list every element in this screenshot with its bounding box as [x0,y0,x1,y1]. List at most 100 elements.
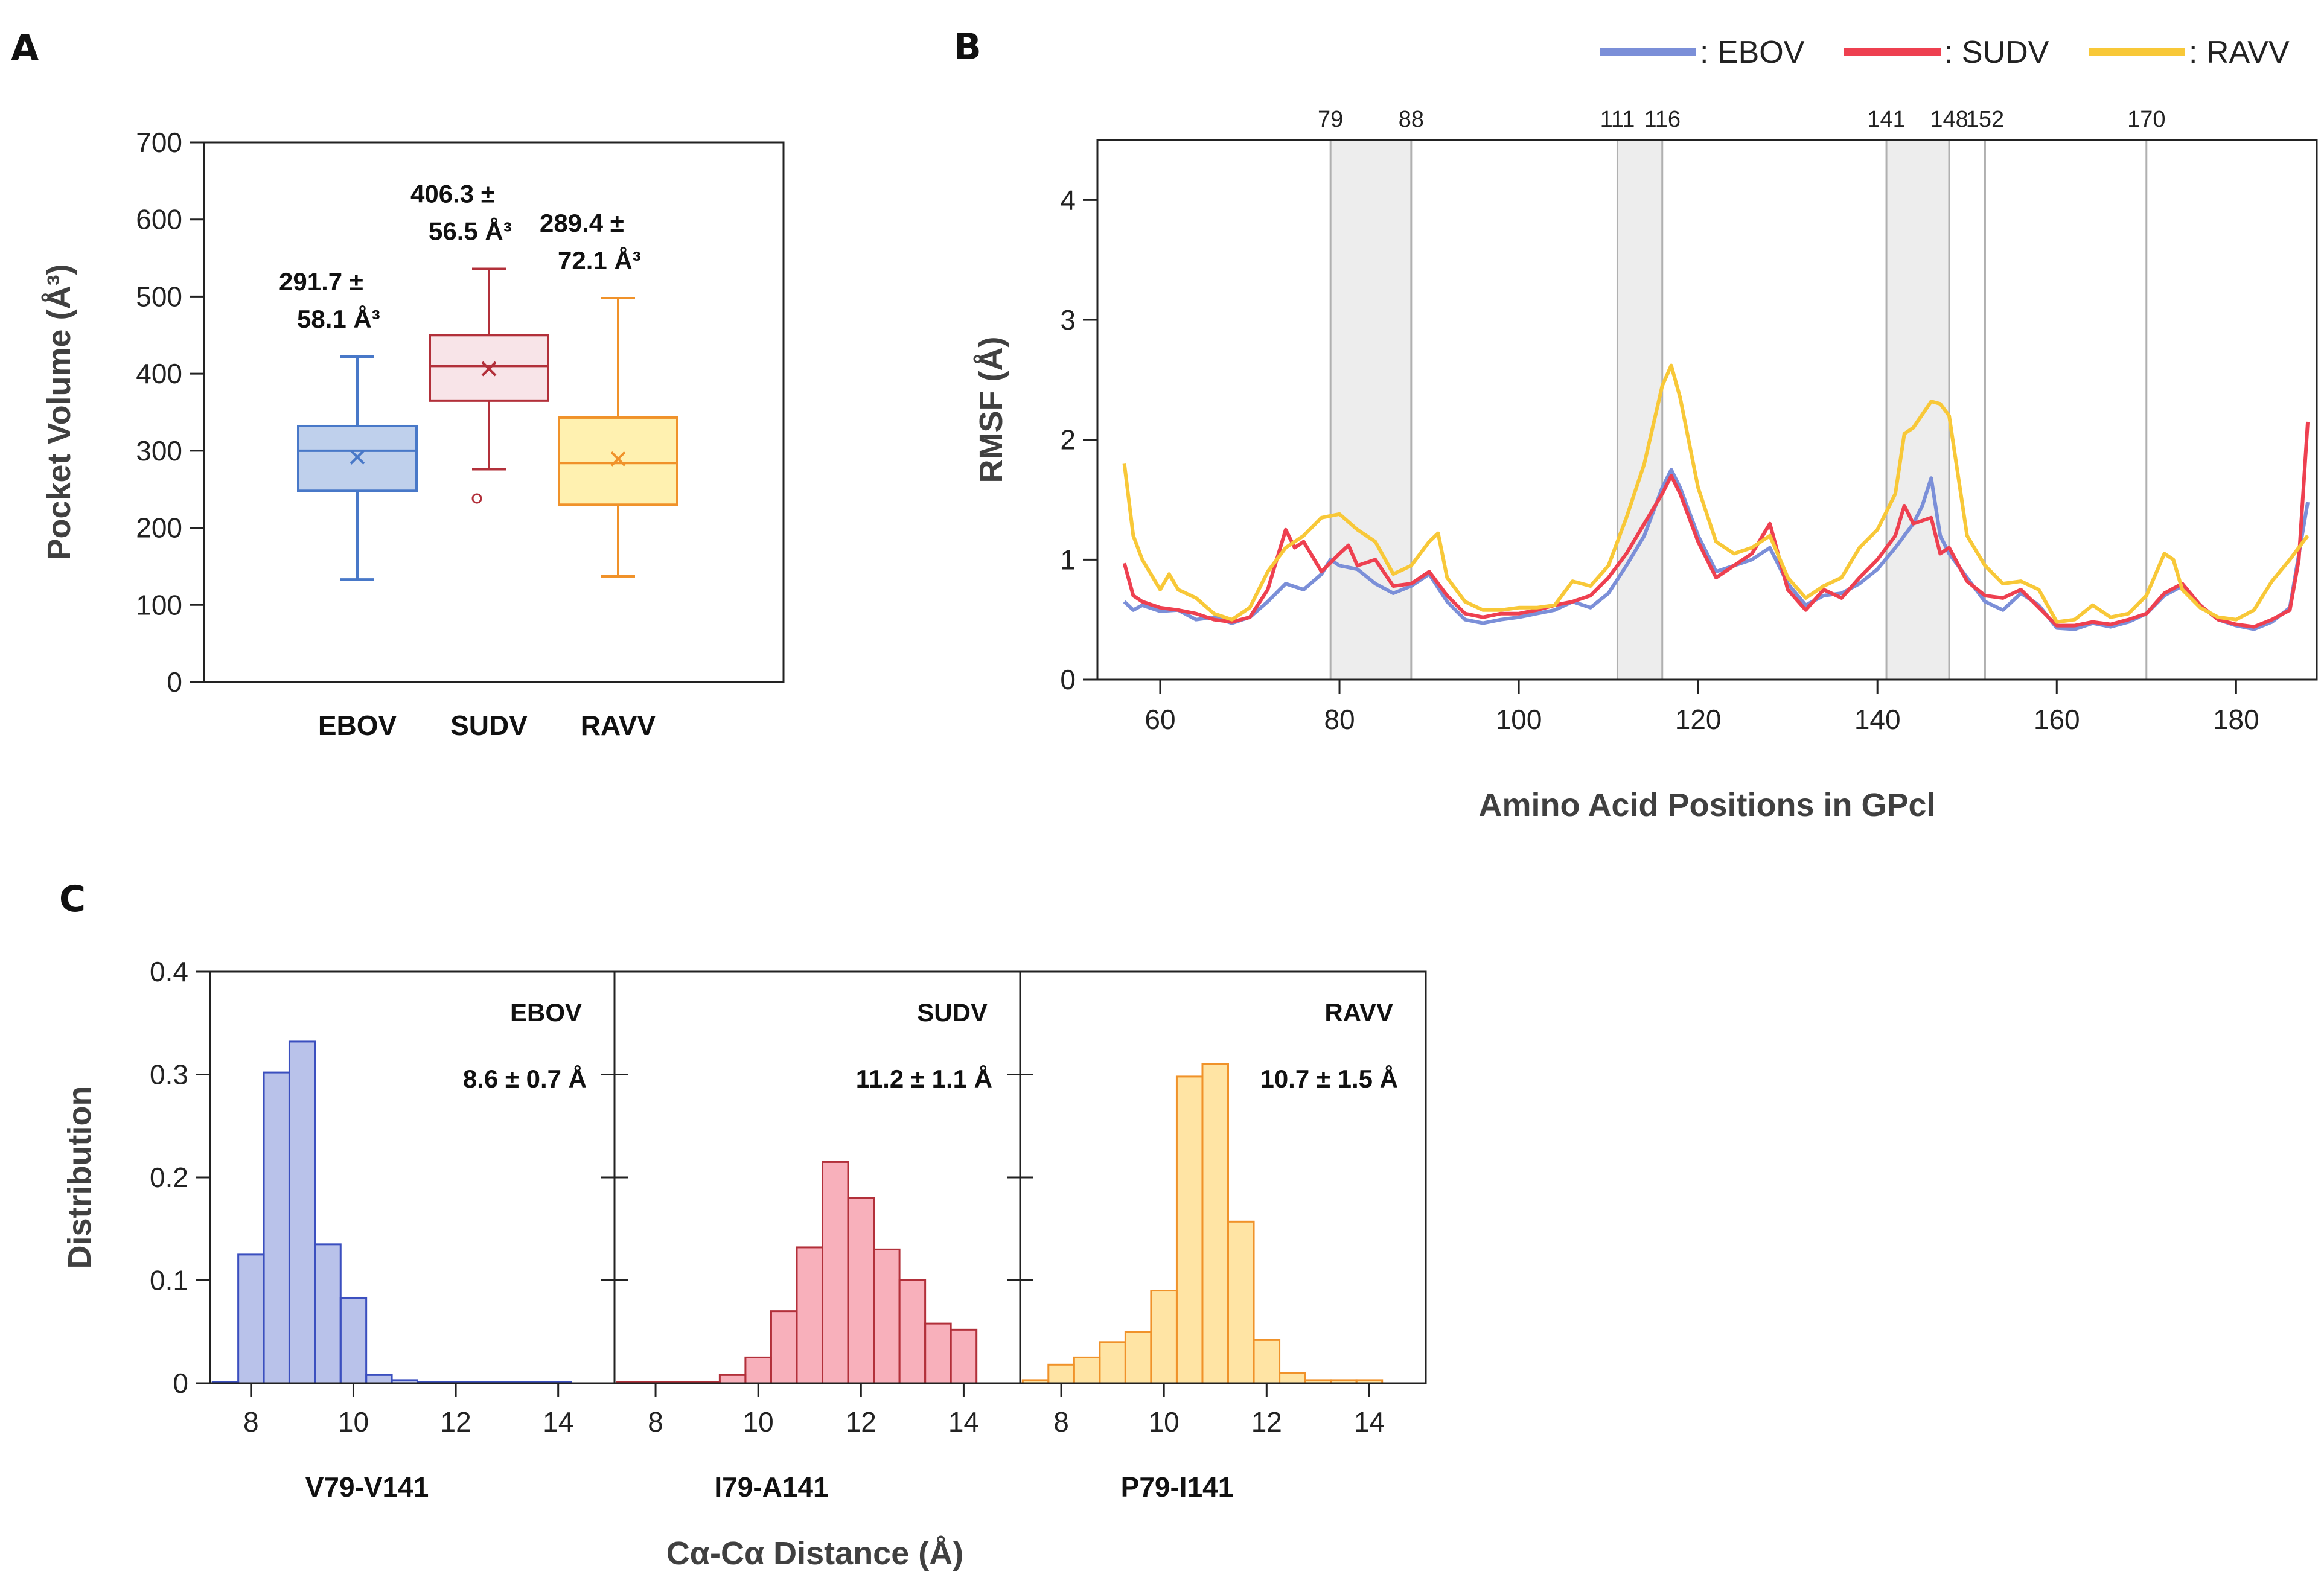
histogram-bar [314,1243,342,1384]
panel-b-ytick-label: 0 [1060,664,1076,695]
panel-c-y-axis-title: Distribution [62,1086,98,1269]
box-mean-marker [610,451,626,467]
histogram-bar [847,1197,875,1384]
histogram-xtick-label: 8 [243,1406,259,1438]
histogram-frame [1019,970,1427,1384]
panel-b-xtick-label: 180 [2213,704,2259,735]
histogram-bar [1227,1220,1255,1384]
histogram-bar [873,1248,901,1384]
panel-a-category-label: SUDV [450,710,528,741]
histogram-residue-pair-label: P79-I141 [1121,1471,1234,1503]
histogram-annotation: 11.2 ± 1.1 Å [856,1065,992,1093]
region-boundary-label: 111 [1600,107,1635,132]
legend-label-ravv: : RAVV [2189,35,2290,70]
region-boundary-label: 141 [1867,107,1905,132]
panel-label-c: C [59,878,86,920]
panel-c-ytick-label: 0.3 [150,1059,188,1091]
panel-a-ytick-label: 100 [136,589,182,620]
histogram-bar [744,1356,772,1384]
panel-c-histograms: 8 10 12 14 EBOV 8.6 ± 0.7 Å V79-V141 8 10 12 14 SUD… [62,956,1427,1572]
panel-a-ytick-label: 400 [136,358,182,389]
panel-a-ytick-label: 600 [136,204,182,235]
histogram-annotation: 8.6 ± 0.7 Å [463,1065,587,1093]
panel-a-ytick-label: 700 [136,127,182,158]
panel-b-xtick-label: 120 [1675,704,1722,735]
box-annotation-sd: 72.1 Å³ [558,246,641,275]
box-annotation-mean: 291.7 ± [279,267,363,296]
histogram-virus-label: SUDV [917,998,988,1027]
panel-b-xtick-label: 140 [1854,704,1901,735]
panel-a-category-label: RAVV [581,710,656,741]
histogram-bar [950,1328,978,1384]
panel-a-ytick-label: 300 [136,435,182,467]
panel-b-ytick-label: 3 [1060,304,1076,336]
histogram-bar [718,1374,747,1384]
histogram-xtick-label: 8 [648,1406,663,1438]
region-boundary-label: 152 [1966,107,2004,132]
panel-label-a: A [11,27,39,69]
panel-a-category-label: EBOV [318,710,397,741]
histogram-bar [1150,1290,1178,1384]
shaded-region [1330,140,1411,680]
histogram-xtick-label: 10 [1149,1406,1180,1438]
histogram-xtick-label: 10 [743,1406,774,1438]
histogram-bar [237,1253,265,1384]
histogram-xtick-label: 12 [1251,1406,1282,1438]
histogram-virus-label: RAVV [1324,998,1393,1027]
shaded-region [1886,140,1950,680]
panel-c-ytick-label: 0 [173,1368,188,1399]
box-annotation-mean: 289.4 ± [540,209,624,237]
box-sudv [429,267,549,504]
histogram-xtick-label: 10 [338,1406,369,1438]
box-annotation-mean: 406.3 ± [410,179,495,208]
box-annotation-sd: 56.5 Å³ [429,217,512,245]
box-annotation-sd: 58.1 Å³ [297,305,380,333]
histogram-bar [1175,1075,1204,1384]
region-boundary-label: 79 [1318,107,1343,132]
region-boundary-label: 170 [2127,107,2165,132]
legend-label-sudv: : SUDV [1944,35,2049,70]
histogram-bar [1253,1339,1281,1384]
histogram-bar [1099,1341,1126,1384]
histogram-xtick-label: 8 [1053,1406,1069,1438]
panel-b-xtick-label: 160 [2034,704,2080,735]
histogram-bar [288,1040,316,1384]
panel-a-plot-frame [203,141,785,683]
panel-b-xtick-label: 80 [1324,704,1355,735]
rmsf-line-sudv [1122,421,2310,629]
panel-label-b: B [954,26,982,68]
box-mean-marker [481,361,497,377]
rmsf-line-ebov [1123,468,2310,631]
box-outlier [471,493,482,504]
histogram-xtick-label: 14 [543,1406,573,1438]
histogram-xtick-label: 12 [441,1406,471,1438]
panel-a-boxplot: 0 100 200 300 400 500 600 700 Pocket Volume (Å³)… [41,127,785,741]
panel-c-ytick-label: 0.2 [150,1162,188,1193]
panel-c-x-axis-title: Cα-Cα Distance (Å) [666,1535,963,1572]
panel-b-ytick-label: 4 [1060,184,1076,215]
panel-c-ytick-label: 0.1 [150,1265,188,1296]
histogram-bar [924,1322,952,1384]
histogram-bar [1279,1372,1306,1384]
box-mean-marker [350,450,365,465]
histogram-bar [822,1161,849,1384]
histogram-bar [1201,1063,1230,1384]
panel-a-ytick-label: 200 [136,512,182,544]
histogram-xtick-label: 14 [1354,1406,1385,1438]
panel-b-xtick-label: 100 [1496,704,1542,735]
histogram-xtick-label: 14 [948,1406,979,1438]
panel-b-x-axis-title: Amino Acid Positions in GPcl [1478,787,1935,823]
histogram-xtick-label: 12 [846,1406,876,1438]
histogram-bar [796,1246,824,1384]
histogram-bar [339,1296,368,1384]
panel-c-ytick-label: 0.4 [150,956,188,987]
panel-a-ytick-label: 500 [136,281,182,312]
histogram-residue-pair-label: V79-V141 [305,1471,429,1503]
panel-a-y-axis-title: Pocket Volume (Å³) [41,264,77,560]
rmsf-line-ravv [1122,363,2310,624]
histogram-ebov: 8 10 12 14 EBOV 8.6 ± 0.7 Å V79-V141 [209,970,616,1503]
histogram-bar [770,1310,798,1384]
panel-b-legend: : EBOV: SUDV: RAVV [1600,35,2290,70]
histogram-bar [1073,1356,1101,1384]
